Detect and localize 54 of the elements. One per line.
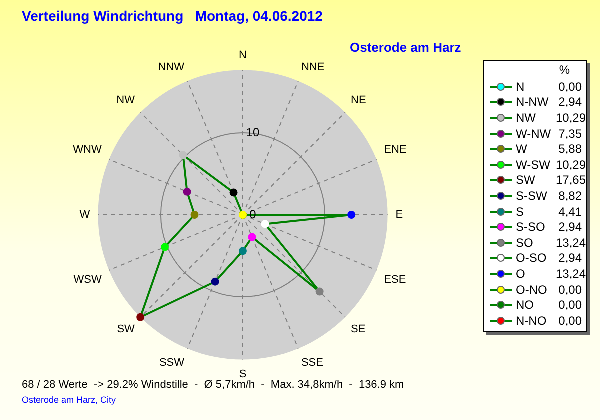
text: 8,82	[558, 188, 582, 203]
spoke-label: SSE	[301, 356, 324, 369]
text: Osterode am Harz, City	[22, 395, 116, 405]
text: 2,94	[558, 251, 582, 266]
text: 10,29	[556, 158, 586, 172]
spoke-label: S	[239, 368, 247, 380]
spoke-label: E	[396, 209, 404, 222]
text: 13,24	[556, 266, 586, 281]
chart-subtitle: Osterode am Harz	[350, 40, 462, 55]
text: 0,00	[558, 298, 582, 312]
spoke-label: SW	[117, 324, 136, 336]
text: 68 / 28 Werte -> 29.2% Windstille - Ø 5,7km/h - Max. 34,8km/h - 136.9 km	[22, 379, 404, 391]
spoke-label: ESE	[384, 274, 406, 286]
text: 2,94	[558, 95, 582, 110]
spoke-label: ENE	[384, 144, 407, 156]
text: 13,24	[556, 236, 586, 250]
spoke-label: NNE	[301, 61, 325, 74]
spoke-label: SE	[351, 324, 366, 336]
text: SW	[516, 173, 536, 188]
text: S	[516, 204, 526, 219]
spoke-label: W	[80, 209, 91, 222]
text: NW	[516, 110, 537, 125]
text: O-SO	[516, 251, 548, 266]
text: 0,00	[558, 314, 582, 328]
text: W-SW	[516, 158, 552, 172]
chart-title: Verteilung Windrichtung Montag, 04.06.2012	[22, 8, 323, 24]
text: 7,35	[558, 126, 582, 141]
spoke-label: NNW	[158, 61, 186, 74]
text: 10,29	[556, 110, 586, 125]
spoke-label: WSW	[74, 274, 102, 286]
text: SO	[516, 236, 534, 250]
spoke-label: NW	[116, 94, 136, 106]
spoke-label: SSW	[159, 356, 186, 369]
y-tick-label: 10	[246, 125, 260, 140]
text: S-SO	[516, 220, 546, 234]
text: 0,00	[558, 80, 582, 94]
text: O-NO	[516, 282, 548, 297]
text: W-NW	[516, 126, 552, 141]
text: 4,41	[558, 204, 582, 219]
text: N-NO	[516, 314, 548, 328]
text: W	[516, 142, 528, 156]
text: O	[516, 266, 526, 281]
spoke-label: N	[239, 50, 248, 62]
spoke-label: NE	[351, 94, 366, 106]
text: N	[516, 80, 526, 94]
text: 5,88	[558, 142, 582, 156]
text: N-NW	[516, 95, 550, 110]
text: S-SW	[516, 188, 548, 203]
spoke-label: WNW	[73, 144, 102, 156]
text: 0,00	[558, 282, 582, 297]
text: 2,94	[558, 220, 582, 234]
text: NO	[516, 298, 535, 312]
text: 17,65	[556, 173, 586, 188]
legend-title: %	[558, 63, 571, 79]
